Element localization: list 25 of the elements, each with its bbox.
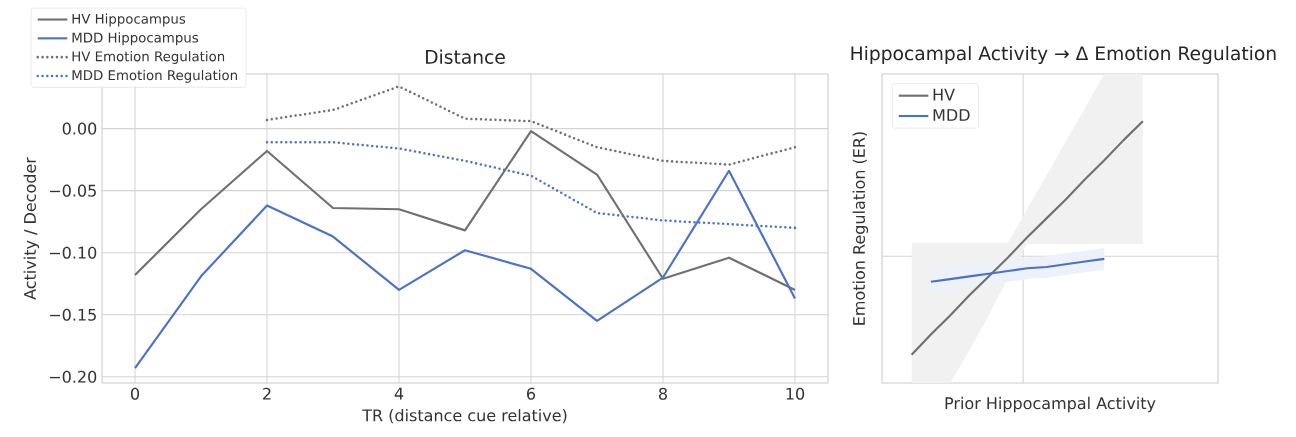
x-tick-label: 6 (527, 387, 536, 400)
y-tick-label: 0.00 (62, 122, 97, 135)
y-axis-title: Activity / Decoder (23, 157, 40, 300)
y-tick-label: −0.20 (49, 370, 97, 383)
chart-title: Hippocampal Activity → Δ Emotion Regulation (851, 45, 1276, 64)
x-tick-label: 8 (659, 387, 667, 400)
legend-label: HV (933, 88, 955, 101)
x-axis-title: Prior Hippocampal Activity (945, 396, 1156, 413)
legend-label: HV Hippocampus (72, 13, 186, 27)
legend-label: HV Emotion Regulation (72, 51, 225, 64)
x-tick-label: 2 (263, 387, 271, 400)
legend-label: MDD Emotion Regulation (72, 69, 237, 83)
legend-label: MDD Hippocampus (72, 32, 199, 46)
chart-title: Distance (426, 49, 505, 64)
x-axis-title: TR (distance cue relative) (362, 408, 567, 424)
y-tick-label: −0.15 (49, 308, 96, 321)
x-tick-label: 4 (394, 387, 404, 400)
y-tick-label: −0.05 (49, 184, 96, 197)
x-tick-label: 0 (130, 387, 140, 400)
line-series (133, 130, 797, 292)
line-series (265, 85, 797, 166)
y-tick-label: −0.10 (49, 246, 97, 259)
y-axis-title: Emotion Regulation (ER) (852, 132, 869, 325)
x-tick-label: 10 (786, 387, 805, 400)
legend-label: MDD (933, 109, 970, 121)
